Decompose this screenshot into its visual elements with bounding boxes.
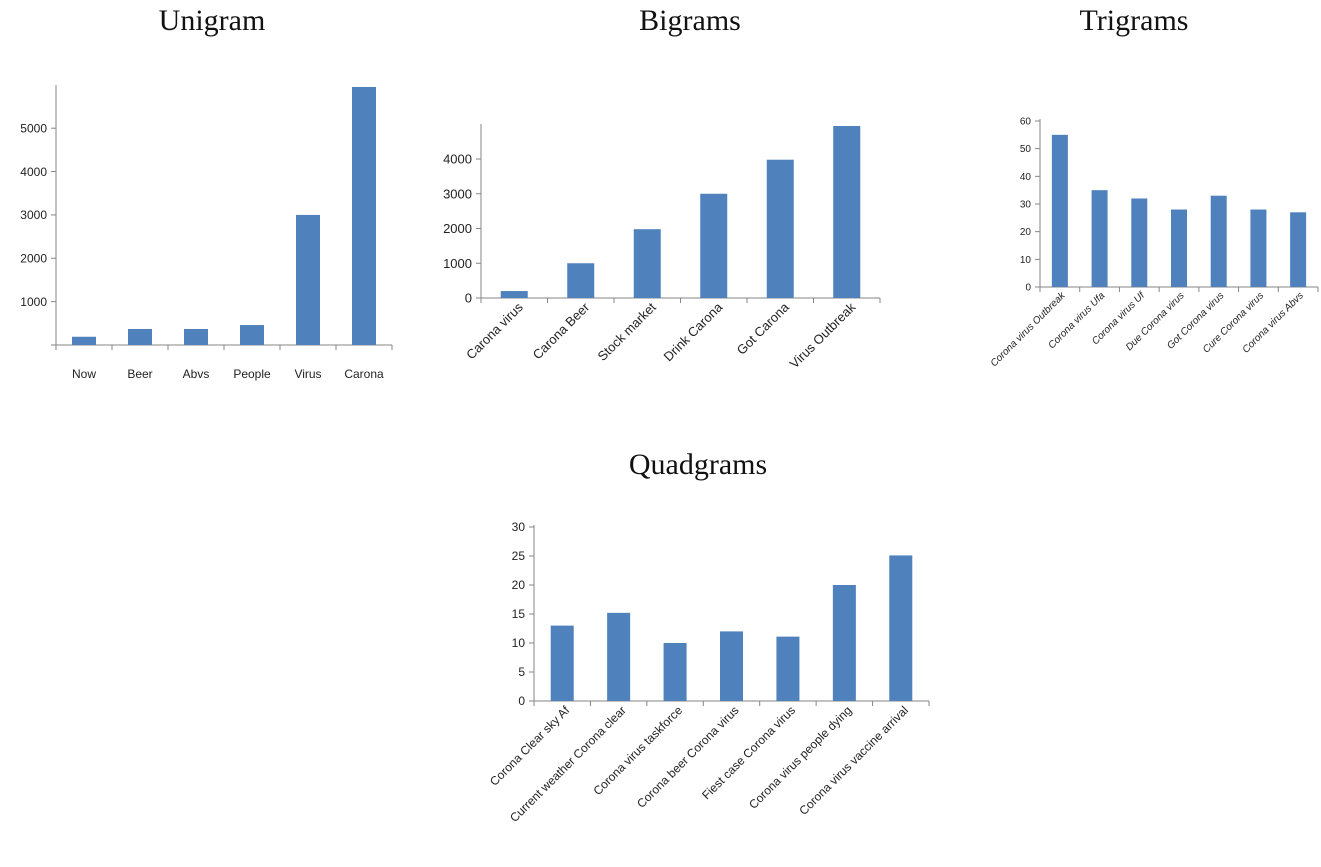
quadgrams-chart-title: Quadgrams [628,448,768,481]
bar-bigrams-5 [833,126,861,298]
bar-quadgrams-5 [832,585,856,701]
bar-trigrams-0 [1051,134,1068,287]
y-tick-label: 0 [518,694,525,708]
y-tick-label: 10 [512,636,526,650]
bar-unigram-2 [184,328,208,345]
bar-trigrams-1 [1091,190,1108,287]
y-tick-label: 10 [1020,255,1032,266]
bigrams-chart-title: Bigrams [639,4,741,37]
y-tick-label: 2000 [20,251,47,265]
x-category-label: People [233,367,271,381]
bar-quadgrams-3 [720,631,743,701]
bar-quadgrams-1 [607,612,631,701]
x-category-label: Carona [344,367,384,381]
bar-trigrams-5 [1250,209,1267,287]
bar-quadgrams-2 [663,643,687,701]
y-tick-label: 4000 [443,152,472,167]
y-tick-label: 2000 [443,221,472,236]
x-category-label: Beer [127,367,152,381]
y-tick-label: 40 [1020,172,1032,183]
y-tick-label: 30 [1020,200,1032,211]
bar-quadgrams-6 [889,555,913,701]
y-tick-label: 15 [512,607,526,621]
y-tick-label: 3000 [443,186,472,201]
x-category-label: Now [72,367,96,381]
x-category-label: Corona virus vaccine arrival [796,703,911,818]
bar-trigrams-2 [1131,198,1148,287]
bar-bigrams-4 [766,159,794,298]
y-tick-label: 25 [512,549,526,563]
y-tick-label: 1000 [20,295,47,309]
bar-trigrams-4 [1210,195,1227,287]
bar-unigram-5 [352,87,376,345]
trigrams-chart-title: Trigrams [1079,4,1189,37]
y-tick-label: 5000 [20,121,47,135]
y-tick-label: 50 [1020,144,1032,155]
x-category-label: Corona beer Corona virus [634,703,742,811]
y-tick-label: 30 [512,520,526,534]
bar-bigrams-1 [567,263,595,298]
x-category-label: Current weather Corona clear [507,703,629,825]
x-category-label: Corona virus people dying [746,703,854,811]
bar-bigrams-2 [633,229,661,298]
bar-trigrams-6 [1290,212,1307,287]
y-tick-label: 5 [518,665,525,679]
bar-unigram-0 [72,336,96,345]
unigram-chart-title: Unigram [158,4,266,37]
y-tick-label: 0 [1025,283,1031,294]
y-tick-label: 20 [512,578,526,592]
x-category-label: Fiest case Corona virus [699,703,798,802]
bar-unigram-1 [128,328,152,345]
y-tick-label: 4000 [20,165,47,179]
y-tick-label: 60 [1020,117,1032,128]
x-category-label: Abvs [183,367,210,381]
bar-bigrams-0 [500,291,528,298]
bar-quadgrams-0 [550,625,574,701]
bar-unigram-3 [240,325,264,345]
bar-quadgrams-4 [776,636,800,701]
x-category-label: Virus [294,367,321,381]
bar-bigrams-3 [700,193,728,298]
bar-unigram-4 [296,214,320,345]
bar-trigrams-3 [1171,209,1187,287]
y-tick-label: 20 [1020,227,1032,238]
y-tick-label: 0 [465,291,472,306]
y-tick-label: 3000 [20,208,47,222]
y-tick-label: 1000 [443,256,472,271]
